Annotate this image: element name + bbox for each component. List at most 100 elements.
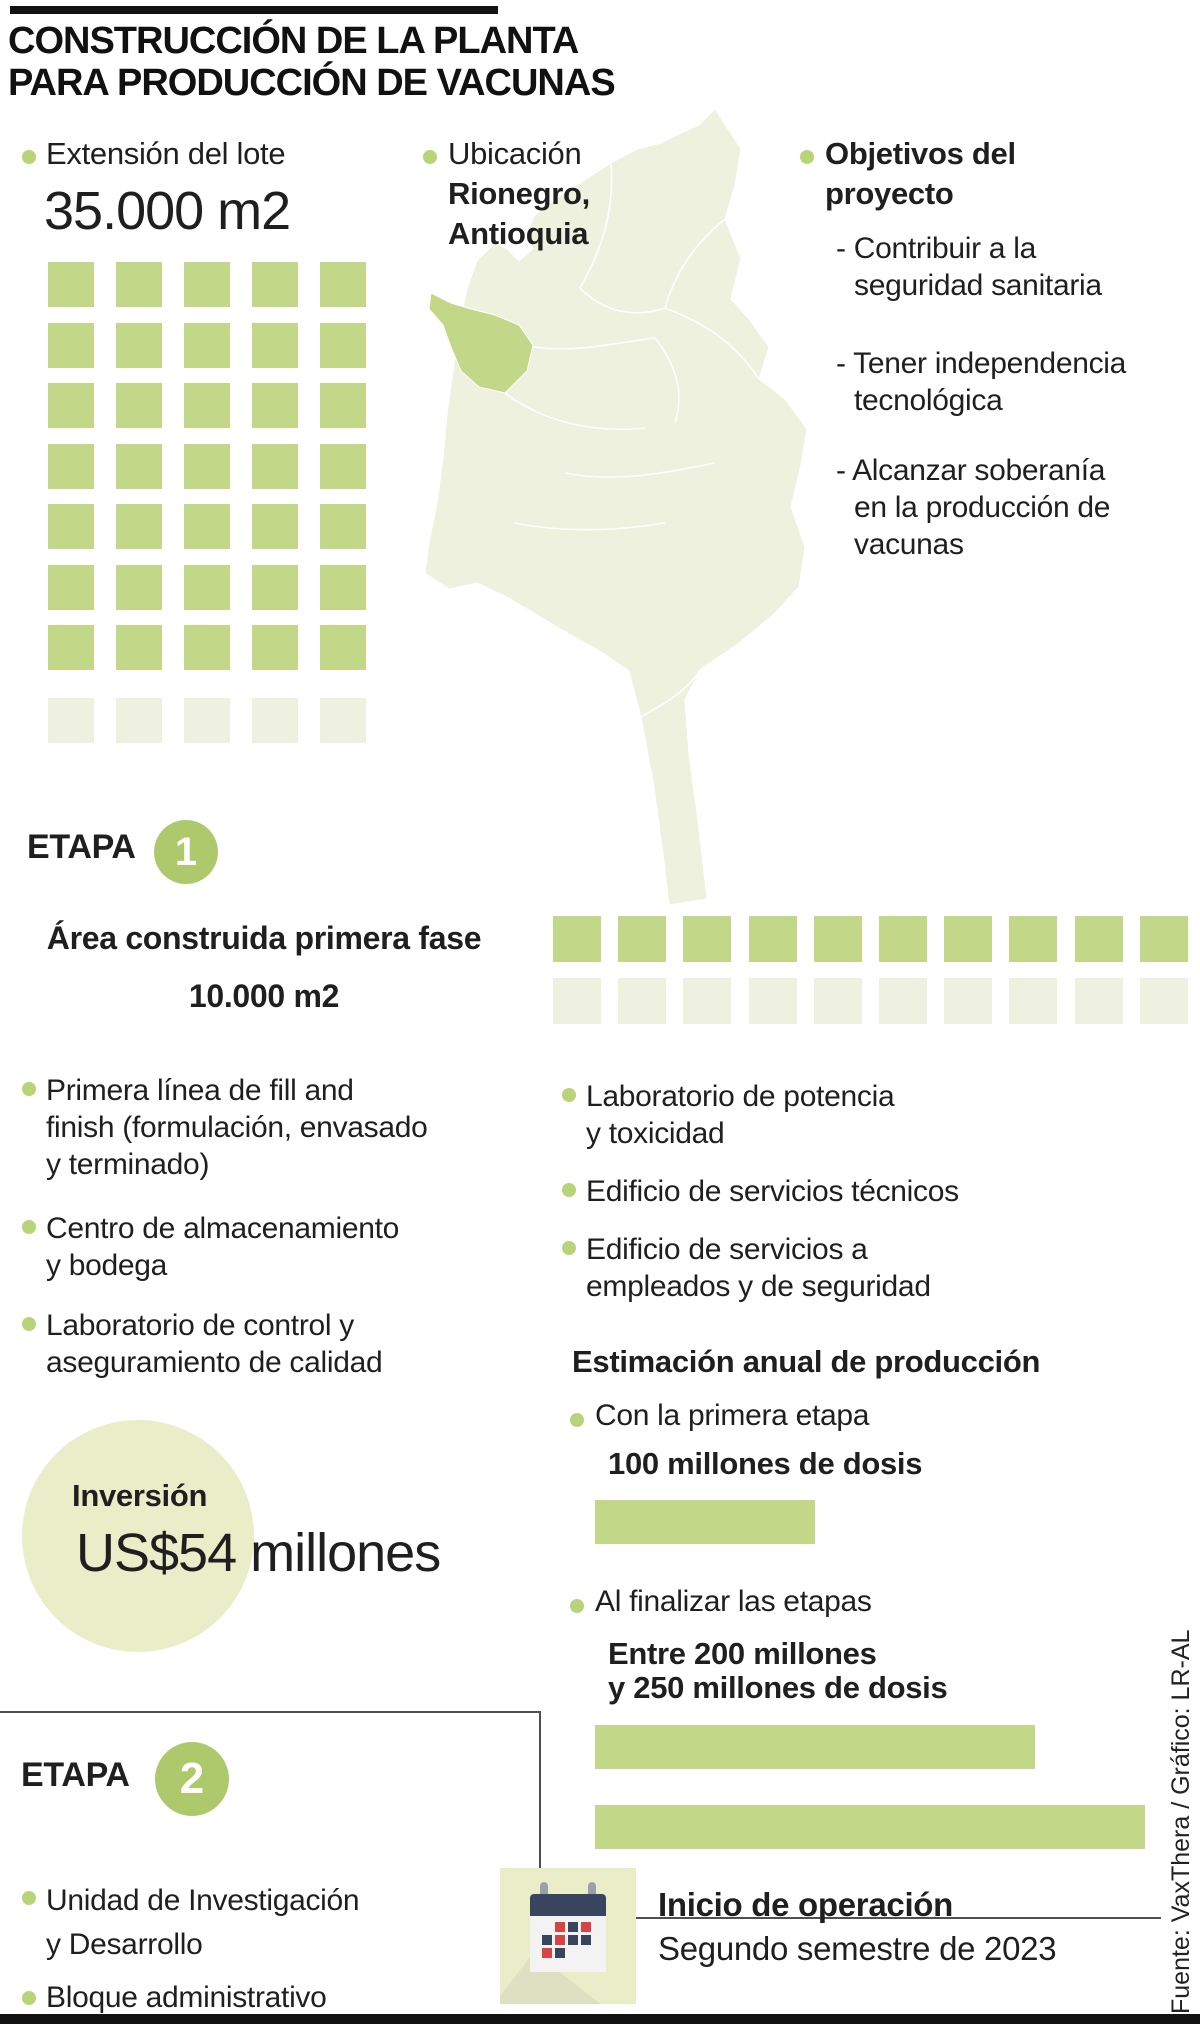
lot-label: Extensión del lote bbox=[46, 136, 286, 171]
unit-square bbox=[320, 698, 366, 743]
unit-square bbox=[116, 504, 162, 549]
unit-square bbox=[749, 916, 797, 962]
bullet-icon bbox=[570, 1599, 584, 1613]
unit-square bbox=[116, 565, 162, 610]
unit-square bbox=[320, 262, 366, 307]
etapa1-number-badge: 1 bbox=[154, 820, 218, 884]
department-borders bbox=[504, 162, 760, 718]
calendar-date-dot bbox=[568, 1935, 578, 1945]
unit-square bbox=[116, 625, 162, 670]
unit-square bbox=[184, 698, 230, 743]
page-title-line1: CONSTRUCCIÓN DE LA PLANTA bbox=[8, 20, 579, 62]
investment-unit: millones bbox=[236, 1523, 441, 1583]
objective-item: - Alcanzar soberanía en la producción de… bbox=[836, 454, 1111, 561]
feature-item: Centro de almacenamiento y bodega bbox=[46, 1212, 400, 1282]
operation-subtitle: Segundo semestre de 2023 bbox=[658, 1930, 1057, 1967]
location-city: Rionegro, bbox=[448, 176, 590, 211]
unit-square bbox=[48, 625, 94, 670]
bar-250-millones bbox=[595, 1805, 1145, 1849]
feature-item: Laboratorio de control y aseguramiento d… bbox=[46, 1309, 383, 1379]
unit-square bbox=[252, 262, 298, 307]
objectives-title-line2: proyecto bbox=[825, 176, 954, 211]
bullet-icon bbox=[22, 1991, 36, 2005]
unit-square bbox=[252, 323, 298, 368]
unit-square bbox=[252, 444, 298, 489]
unit-square bbox=[553, 916, 601, 962]
objective-item: - Contribuir a la seguridad sanitaria bbox=[836, 232, 1102, 302]
production-final-label: Al finalizar las etapas bbox=[595, 1585, 872, 1618]
colombia-outline bbox=[424, 108, 808, 906]
unit-square bbox=[48, 323, 94, 368]
unit-square bbox=[48, 698, 94, 743]
unit-square bbox=[1009, 978, 1057, 1024]
bullet-icon bbox=[22, 150, 36, 164]
calendar-tile bbox=[500, 1868, 636, 2004]
unit-square bbox=[252, 698, 298, 743]
bullet-icon bbox=[562, 1241, 576, 1255]
unit-square bbox=[48, 565, 94, 610]
unit-square bbox=[252, 504, 298, 549]
divider-line bbox=[539, 1711, 541, 1919]
etapa2-label: ETAPA bbox=[21, 1756, 130, 1794]
antioquia-highlight bbox=[428, 292, 534, 394]
unit-square bbox=[116, 698, 162, 743]
calendar-header bbox=[530, 1894, 606, 1916]
calendar-date-dot bbox=[542, 1935, 552, 1945]
bullet-icon bbox=[22, 1317, 36, 1331]
feature-item: Edificio de servicios a empleados y de s… bbox=[586, 1233, 931, 1303]
unit-square bbox=[184, 444, 230, 489]
unit-square bbox=[184, 504, 230, 549]
location-label: Ubicación bbox=[448, 136, 582, 171]
calendar-pin bbox=[588, 1882, 596, 1902]
feature-item: Bloque administrativo bbox=[46, 1981, 327, 2014]
investment-label: Inversión bbox=[72, 1478, 208, 1513]
unit-square bbox=[1140, 916, 1188, 962]
unit-square bbox=[184, 383, 230, 428]
unit-square bbox=[116, 262, 162, 307]
production-title: Estimación anual de producción bbox=[572, 1344, 1041, 1379]
investment-circle bbox=[22, 1420, 254, 1652]
unit-square bbox=[116, 323, 162, 368]
calendar-date-dot bbox=[542, 1948, 552, 1958]
unit-square bbox=[252, 383, 298, 428]
unit-square bbox=[320, 323, 366, 368]
calendar-date-dot bbox=[581, 1922, 591, 1932]
bullet-icon bbox=[562, 1183, 576, 1197]
bullet-icon bbox=[22, 1082, 36, 1096]
calendar-date-dot bbox=[555, 1922, 565, 1932]
production-first-label: Con la primera etapa bbox=[595, 1399, 870, 1432]
unit-square bbox=[320, 444, 366, 489]
calendar-date-dot bbox=[555, 1935, 565, 1945]
divider-line bbox=[0, 1711, 540, 1713]
unit-square bbox=[618, 978, 666, 1024]
operation-title: Inicio de operación bbox=[658, 1886, 954, 1923]
location-region: Antioquia bbox=[448, 216, 589, 251]
feature-item: Unidad de Investigación y Desarrollo bbox=[46, 1884, 360, 1961]
objectives-title-line1: Objetivos del bbox=[825, 136, 1016, 171]
etapa1-label: ETAPA bbox=[27, 828, 136, 866]
bullet-icon bbox=[562, 1088, 576, 1102]
production-final-value: Entre 200 millones y 250 millones de dos… bbox=[608, 1636, 948, 1705]
investment-amount: US$54 bbox=[76, 1523, 237, 1583]
unit-square bbox=[879, 978, 927, 1024]
feature-item: Laboratorio de potencia y toxicidad bbox=[586, 1080, 895, 1150]
unit-square bbox=[48, 444, 94, 489]
feature-item: Primera línea de fill and finish (formul… bbox=[46, 1074, 428, 1181]
unit-square bbox=[814, 978, 862, 1024]
bullet-icon bbox=[423, 150, 437, 164]
unit-square bbox=[48, 383, 94, 428]
unit-square bbox=[320, 383, 366, 428]
unit-square bbox=[116, 383, 162, 428]
unit-square bbox=[1140, 978, 1188, 1024]
unit-square bbox=[184, 262, 230, 307]
unit-square bbox=[48, 504, 94, 549]
unit-square bbox=[252, 625, 298, 670]
divider-line bbox=[539, 1917, 1161, 1919]
unit-square bbox=[879, 916, 927, 962]
unit-square bbox=[184, 565, 230, 610]
production-first-value: 100 millones de dosis bbox=[608, 1446, 923, 1481]
lot-value: 35.000 m2 bbox=[44, 181, 291, 241]
etapa1-area-label: Área construida primera fase bbox=[46, 920, 482, 956]
unit-square bbox=[184, 625, 230, 670]
